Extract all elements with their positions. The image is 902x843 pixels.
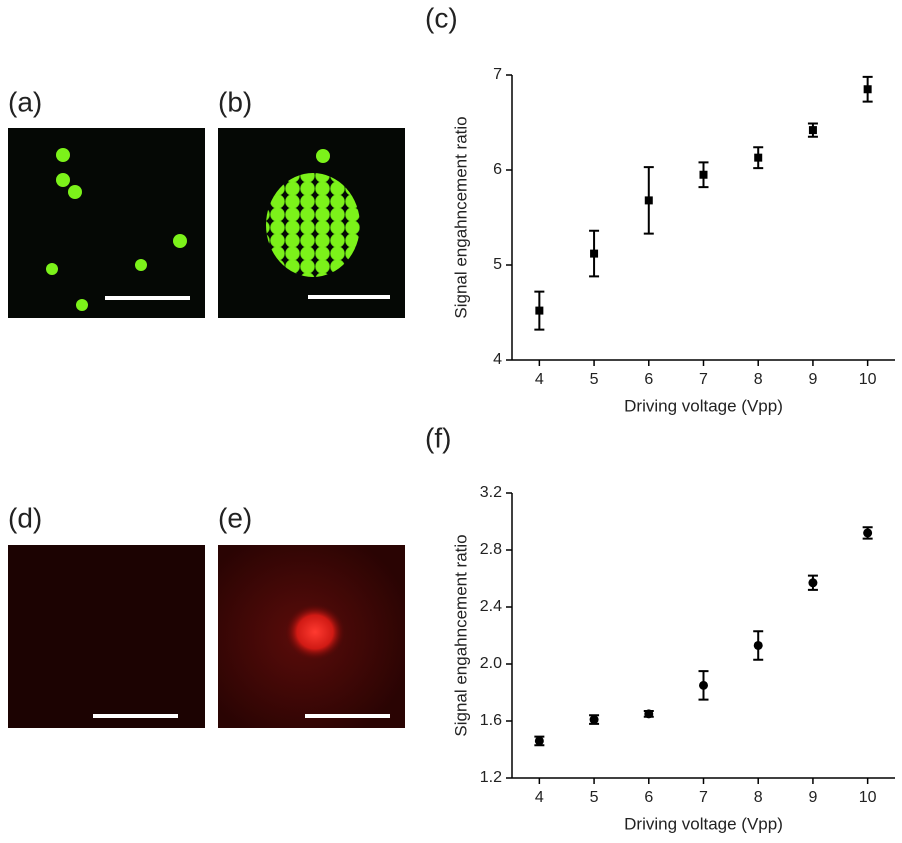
marker [644, 196, 653, 205]
y-tick-label: 3.2 [480, 484, 502, 501]
x-tick-label: 6 [644, 371, 653, 388]
x-tick-label: 5 [590, 789, 599, 806]
x-tick-label: 10 [859, 789, 877, 806]
marker [863, 528, 873, 538]
image-e [218, 545, 405, 728]
x-axis-label: Driving voltage (Vpp) [624, 814, 783, 833]
marker [808, 126, 817, 135]
image-b [218, 128, 405, 318]
x-axis-label: Driving voltage (Vpp) [624, 396, 783, 415]
y-tick-label: 2.8 [480, 541, 502, 558]
marker [699, 680, 708, 690]
y-tick-label: 2.0 [480, 655, 502, 672]
marker [753, 640, 763, 650]
x-tick-label: 10 [859, 371, 877, 388]
marker [589, 715, 599, 725]
chart-title: (c) [425, 2, 458, 33]
y-tick-label: 4 [493, 351, 502, 368]
x-tick-label: 9 [808, 371, 817, 388]
image-a [8, 128, 205, 318]
x-tick-label: 7 [699, 789, 708, 806]
y-tick-label: 2.4 [480, 598, 502, 615]
x-tick-label: 7 [699, 371, 708, 388]
marker [644, 709, 654, 719]
x-tick-label: 9 [808, 789, 817, 806]
panel-label: (e) [218, 502, 252, 533]
image-d [8, 545, 205, 728]
marker [863, 85, 872, 94]
panel-label: (b) [218, 86, 252, 117]
x-tick-label: 8 [754, 371, 763, 388]
panel-label: (a) [8, 86, 42, 117]
y-tick-label: 1.2 [480, 769, 502, 786]
chart-title: (f) [425, 422, 451, 453]
marker [534, 736, 544, 746]
panel-label: (d) [8, 502, 42, 533]
y-tick-label: 5 [493, 256, 502, 273]
y-axis-label: Signal engahncement ratio [451, 116, 470, 318]
x-tick-label: 6 [644, 789, 653, 806]
y-tick-label: 7 [493, 66, 502, 83]
marker [535, 306, 544, 315]
y-axis-label: Signal engahncement ratio [451, 534, 470, 736]
x-tick-label: 4 [535, 371, 544, 388]
x-tick-label: 4 [535, 789, 544, 806]
marker [590, 249, 599, 258]
x-tick-label: 5 [590, 371, 599, 388]
x-tick-label: 8 [754, 789, 763, 806]
y-tick-label: 6 [493, 161, 502, 178]
marker [754, 153, 763, 162]
y-tick-label: 1.6 [480, 712, 502, 729]
marker [808, 578, 818, 588]
marker [699, 170, 708, 179]
